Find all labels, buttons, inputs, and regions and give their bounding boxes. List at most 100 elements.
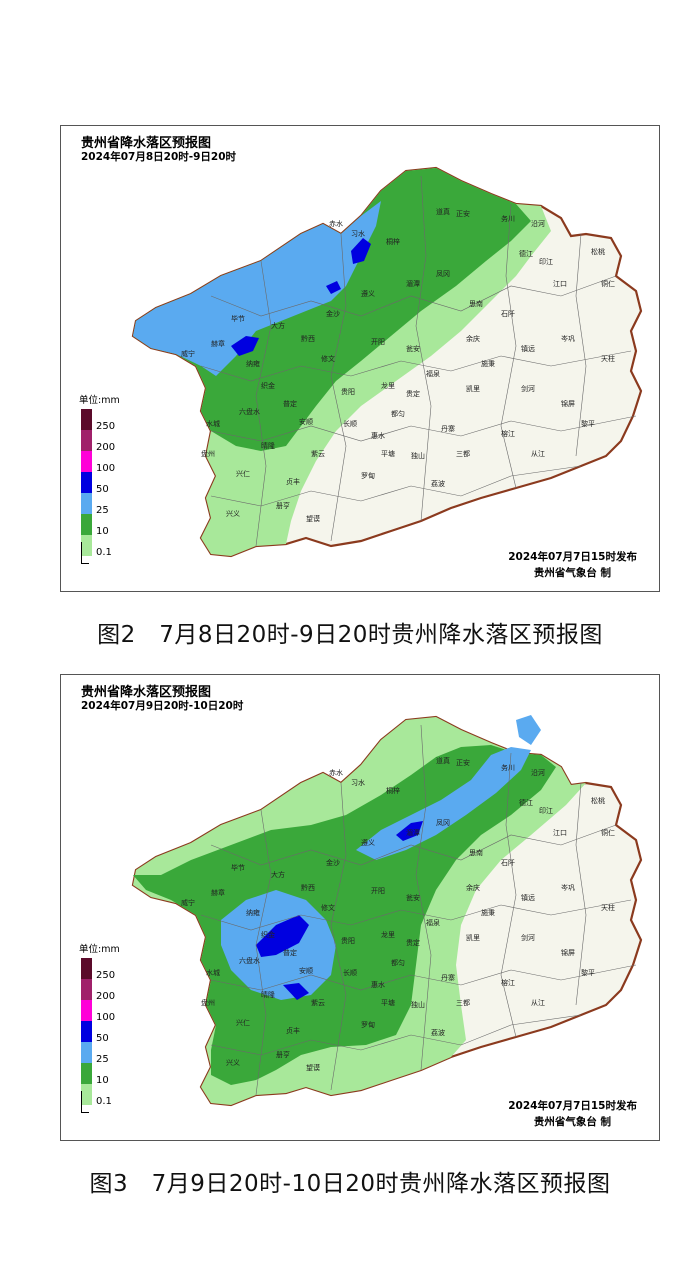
city-label: 独山 [411, 451, 425, 460]
city-label: 望谟 [306, 1063, 320, 1072]
city-label: 正安 [456, 209, 470, 218]
city-label: 纳雍 [246, 908, 260, 917]
city-label: 黎平 [581, 419, 595, 428]
city-label: 三都 [456, 450, 470, 458]
city-label: 务川 [501, 763, 515, 772]
city-label: 普定 [283, 948, 297, 957]
rain-zone-blue [516, 715, 541, 745]
city-label: 晴隆 [261, 441, 275, 450]
legend-label: 10 [96, 1075, 109, 1086]
legend-swatch-0.1 [81, 535, 92, 556]
city-label: 长顺 [343, 419, 357, 428]
legend-label: 0.1 [96, 1096, 112, 1107]
city-label: 大方 [271, 321, 285, 330]
rain-zone-dark-blue [396, 821, 423, 841]
legend-label: 25 [96, 505, 109, 516]
city-label: 贞丰 [286, 477, 300, 486]
city-label: 石阡 [501, 858, 515, 867]
legend-unit: 单位:mm [79, 944, 120, 955]
figure-caption-3: 图3 7月9日20时-10日20时贵州降水落区预报图 [89, 1171, 611, 1197]
city-label: 修文 [321, 903, 335, 912]
city-label: 都匀 [391, 958, 405, 967]
city-label: 福泉 [426, 369, 440, 378]
rain-zone-blue [133, 201, 381, 376]
city-label: 思南 [469, 848, 483, 857]
legend-swatch-50 [81, 1021, 92, 1042]
city-label: 平塘 [381, 998, 395, 1007]
city-label: 从江 [531, 450, 545, 458]
city-label: 开阳 [371, 886, 385, 895]
city-label: 天柱 [601, 354, 615, 363]
city-label: 金沙 [326, 309, 340, 318]
city-label: 瓮安 [406, 344, 420, 353]
city-label: 金沙 [326, 858, 340, 867]
city-label: 织金 [261, 381, 275, 390]
city-label: 德江 [519, 249, 533, 258]
city-label: 平塘 [381, 449, 395, 458]
rain-zone-dark-blue [256, 915, 309, 957]
city-label: 黔西 [301, 334, 315, 343]
city-label: 凤冈 [436, 270, 450, 278]
legend-label: 100 [96, 1012, 116, 1023]
city-label: 盘州 [201, 998, 215, 1007]
city-label: 威宁 [181, 898, 195, 907]
city-label: 兴义 [226, 509, 240, 518]
city-label: 铜仁 [601, 279, 615, 288]
issuer: 贵州省气象台 制 [533, 567, 611, 579]
legend-swatch-100 [81, 451, 92, 472]
map-subtitle: 2024年07月8日20时-9日20时 [81, 151, 237, 163]
city-label: 水城 [206, 419, 220, 428]
legend-baseline [81, 542, 82, 564]
legend: 单位:mm 250 200 100 50 25 10 0.1 [79, 392, 149, 572]
legend-label: 200 [96, 991, 116, 1002]
legend-label: 250 [96, 970, 116, 981]
legend-label: 200 [96, 442, 116, 453]
city-label: 安顺 [299, 417, 313, 426]
issue-time: 2024年07月7日15时发布 [508, 1100, 637, 1112]
city-label: 晴隆 [261, 990, 275, 999]
city-label: 赫章 [211, 339, 225, 348]
city-label: 纳雍 [246, 359, 260, 368]
city-label: 罗甸 [361, 1020, 375, 1029]
city-label: 龙里 [381, 381, 395, 390]
city-label: 黔西 [301, 883, 315, 892]
rain-zone-green [133, 745, 556, 1085]
city-label: 威宁 [181, 349, 195, 358]
forecast-map-panel-1: 习水 赤水 桐梓 道真 正安 务川 沿河 德江 印江 江口 松桃 铜仁 毕节 大方 黔西 金沙 遵义 湄潭 凤冈 思南… [60, 125, 660, 592]
city-label: 黎平 [581, 968, 595, 977]
city-label: 普定 [283, 399, 297, 408]
city-label: 镇远 [521, 344, 535, 353]
legend-baseline-tick [81, 1112, 89, 1113]
city-label: 罗甸 [361, 471, 375, 480]
legend-swatch-250 [81, 958, 92, 979]
city-label: 正安 [456, 758, 470, 767]
city-label: 锦屏 [561, 948, 575, 957]
city-label: 开阳 [371, 337, 385, 346]
city-label: 道真 [436, 207, 450, 216]
rain-zone-dark-blue [351, 238, 371, 264]
city-label: 贞丰 [286, 1026, 300, 1035]
city-label: 安顺 [299, 966, 313, 975]
city-label: 桐梓 [386, 237, 400, 246]
city-label: 瓮安 [406, 893, 420, 902]
city-label: 铜仁 [601, 828, 615, 837]
city-label: 册亨 [276, 1050, 290, 1059]
city-label: 桐梓 [386, 786, 400, 795]
city-label: 松桃 [591, 796, 605, 805]
legend-swatch-200 [81, 430, 92, 451]
legend-swatch-250 [81, 409, 92, 430]
city-label: 赫章 [211, 888, 225, 897]
legend-swatch-0.1 [81, 1084, 92, 1105]
legend-swatch-10 [81, 514, 92, 535]
city-label: 榕江 [501, 978, 515, 987]
legend-label: 10 [96, 526, 109, 537]
city-label: 湄潭 [406, 828, 420, 837]
legend-swatch-200 [81, 979, 92, 1000]
city-label: 务川 [501, 214, 515, 223]
city-label: 毕节 [231, 314, 245, 323]
city-label: 荔波 [431, 479, 445, 488]
city-label: 剑河 [521, 384, 535, 393]
